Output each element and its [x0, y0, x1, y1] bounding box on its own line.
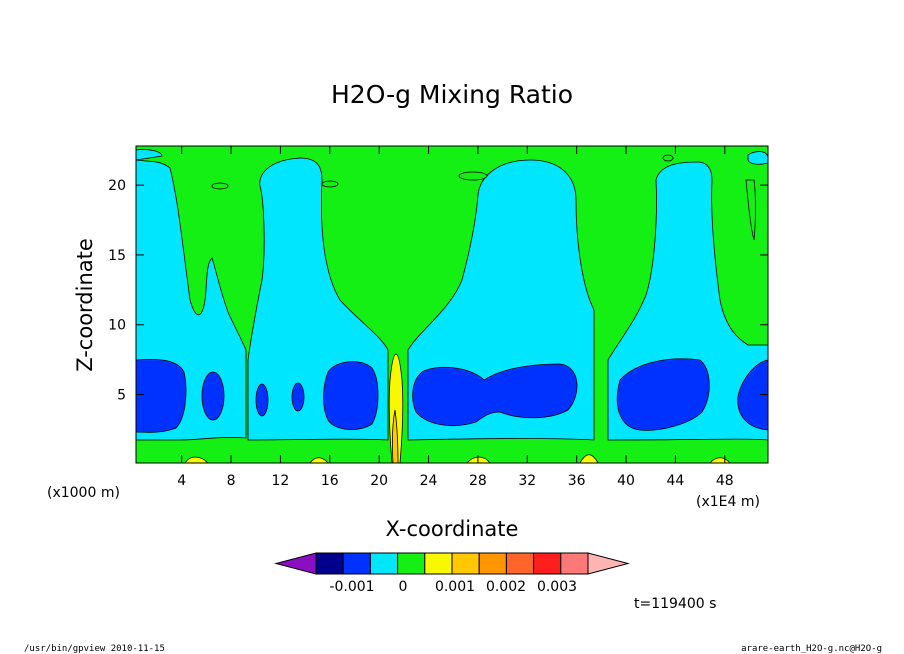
y-tick-label: 20	[108, 178, 126, 194]
colorbar-segment	[560, 552, 589, 575]
footer-right: arare-earth_H2O-g.nc@H2O-g	[741, 644, 882, 654]
colorbar-segment	[451, 552, 480, 575]
x-tick-label: 44	[667, 473, 685, 489]
green-island-3	[458, 171, 488, 181]
green-island-4	[662, 154, 674, 162]
dark-region-2	[201, 371, 225, 421]
plot-frame	[135, 145, 769, 464]
colorbar-segment	[533, 552, 562, 575]
y-tick-label: 5	[117, 388, 126, 404]
x-tick-label: 4	[177, 473, 186, 489]
x-unit-right: (x1E4 m)	[696, 494, 760, 510]
x-tick-label: 16	[321, 473, 339, 489]
colorbar-labels: -0.001 0 0.001 0.002 0.003	[329, 579, 577, 595]
colorbar-segment	[478, 552, 507, 575]
y-axis-label: Z-coordinate	[73, 238, 97, 372]
cyan-patch-top-left	[136, 149, 163, 161]
orange-regions	[392, 409, 399, 463]
colorbar	[274, 552, 630, 575]
green-island-2	[321, 180, 339, 188]
colorbar-segment	[342, 552, 371, 575]
colorbar-segment	[397, 552, 426, 575]
colorbar-min-arrow	[274, 552, 317, 575]
y-axis: 5 10 15 20	[108, 178, 768, 404]
x-tick-label: 8	[227, 473, 236, 489]
green-island-1	[211, 182, 229, 190]
dark-blue-regions	[136, 358, 768, 433]
time-label: t=119400 s	[634, 596, 716, 612]
footer-left: /usr/bin/gpview 2010-11-15	[24, 644, 165, 654]
colorbar-segment	[315, 552, 344, 575]
colorbar-segment	[369, 552, 399, 575]
colorbar-label: -0.001	[329, 579, 374, 595]
colorbar-label: 0.001	[435, 579, 475, 595]
x-tick-label: 32	[518, 473, 536, 489]
dark-region-4	[291, 382, 305, 412]
colorbar-max-arrow	[587, 552, 630, 575]
plot-area	[136, 146, 768, 463]
x-axis-label: X-coordinate	[386, 517, 519, 541]
colorbar-label: 0.002	[486, 579, 526, 595]
y-tick-label: 10	[108, 318, 126, 334]
x-tick-label: 12	[272, 473, 290, 489]
cyan-patch-top-right	[747, 151, 768, 165]
y-tick-label: 15	[108, 248, 126, 264]
orange-core	[392, 409, 399, 463]
x-tick-label: 40	[617, 473, 635, 489]
x-tick-label: 28	[469, 473, 487, 489]
x-unit-left: (x1000 m)	[47, 485, 120, 501]
dark-region-5	[323, 361, 379, 430]
dark-region-6	[412, 363, 578, 427]
colorbar-segment	[424, 552, 453, 575]
colorbar-segment	[505, 552, 535, 575]
x-tick-label: 36	[568, 473, 586, 489]
colorbar-label: 0	[399, 579, 408, 595]
x-tick-label: 20	[370, 473, 388, 489]
dark-region-3	[255, 383, 269, 417]
green-wedge	[745, 179, 756, 241]
x-axis: 4 8 12 16 20 24 28 32 36 40 44 48	[177, 146, 734, 489]
green-islands	[211, 154, 756, 241]
x-tick-label: 48	[716, 473, 734, 489]
dark-region-1	[136, 358, 187, 433]
dark-region-8	[737, 359, 768, 431]
colorbar-label: 0.003	[537, 579, 577, 595]
x-tick-label: 24	[420, 473, 438, 489]
dark-region-7	[616, 358, 710, 431]
chart-title: H2O-g Mixing Ratio	[331, 80, 573, 109]
